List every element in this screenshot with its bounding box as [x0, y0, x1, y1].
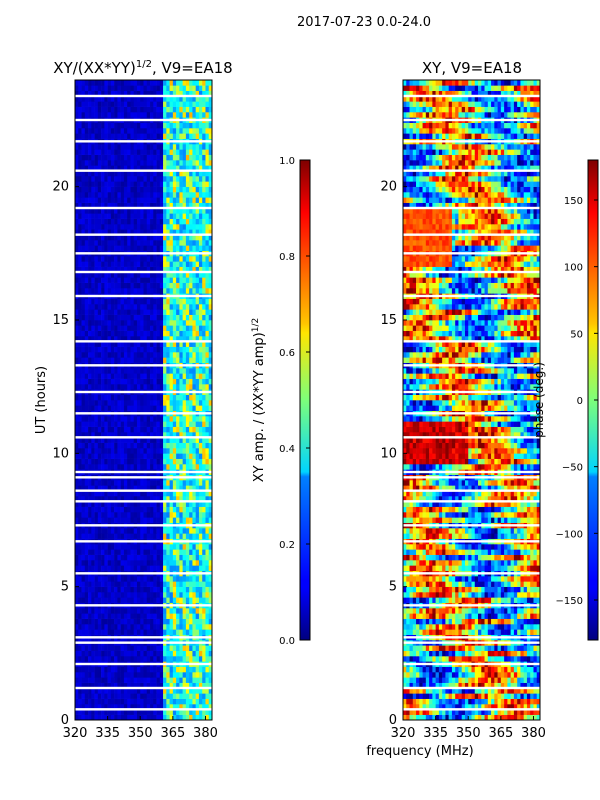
left-colorbar-ticks: 0.0 0.2 0.4 0.6 0.8 1.0 [279, 156, 310, 647]
colorbar-tick-label: 0 [577, 396, 583, 407]
right-colorbar: −150 −100 −50 0 50 100 150 phase (deg.) [532, 159, 599, 641]
right-heatmap [403, 80, 540, 720]
left-colorbar: 0.0 0.2 0.4 0.6 0.8 1.0 XY amp. / (XX*YY amp)… [251, 156, 311, 647]
right-colorbar-ticks: −150 −100 −50 0 50 100 150 [556, 196, 598, 607]
right-axes: 320 335 350 365 380 0 5 10 15 20 [380, 180, 545, 741]
colorbar-tick-label: 50 [570, 329, 583, 340]
colorbar-tick-label: 0.6 [279, 348, 295, 359]
x-tick-label: 320 [63, 726, 88, 741]
x-tick-label: 350 [128, 726, 153, 741]
colorbar-tick-label: 0.8 [279, 252, 295, 263]
y-tick-label: 20 [52, 180, 69, 195]
figure-title: 2017-07-23 0.0-24.0 [297, 15, 431, 30]
x-tick-label: 335 [95, 726, 120, 741]
left-ylabel: UT (hours) [34, 366, 49, 434]
right-chart-title: XY, V9=EA18 [422, 59, 522, 77]
left-chart: XY/(XX*YY)1/2, V9=EA18 320 335 350 365 380 0 5… [34, 59, 233, 741]
left-heatmap [75, 80, 212, 720]
right-plot-frame [402, 79, 541, 721]
y-tick-label: 5 [61, 580, 69, 595]
shared-xlabel: frequency (MHz) [366, 744, 473, 759]
y-tick-label: 15 [52, 313, 69, 328]
right-chart: XY, V9=EA18 320 335 350 365 380 0 5 10 15 20 [380, 59, 545, 741]
colorbar-tick-label: −150 [556, 596, 583, 607]
y-tick-label: 5 [389, 580, 397, 595]
right-colorbar-label: phase (deg.) [532, 362, 546, 438]
x-tick-label: 335 [423, 726, 448, 741]
x-tick-label: 380 [521, 726, 546, 741]
left-chart-title: XY/(XX*YY)1/2, V9=EA18 [53, 59, 232, 77]
colorbar-tick-label: 0.0 [279, 636, 295, 647]
colorbar-tick-label: −100 [556, 529, 583, 540]
x-tick-label: 365 [488, 726, 513, 741]
y-tick-label: 10 [380, 446, 397, 461]
x-tick-label: 365 [160, 726, 185, 741]
left-colorbar-gradient [299, 159, 311, 641]
x-tick-label: 350 [456, 726, 481, 741]
y-tick-label: 10 [52, 446, 69, 461]
left-colorbar-label: XY amp. / (XX*YY amp)1/2 [251, 318, 267, 482]
y-tick-label: 20 [380, 180, 397, 195]
x-tick-label: 320 [391, 726, 416, 741]
colorbar-tick-label: 0.4 [279, 444, 295, 455]
colorbar-tick-label: 150 [564, 196, 583, 207]
left-plot-frame [74, 79, 213, 721]
colorbar-tick-label: 100 [564, 263, 583, 274]
left-axes: 320 335 350 365 380 0 5 10 15 20 [52, 180, 217, 741]
y-tick-label: 0 [389, 713, 397, 728]
y-tick-label: 0 [61, 713, 69, 728]
colorbar-tick-label: −50 [562, 463, 583, 474]
y-tick-label: 15 [380, 313, 397, 328]
colorbar-tick-label: 0.2 [279, 540, 295, 551]
colorbar-tick-label: 1.0 [279, 156, 295, 167]
x-tick-label: 380 [193, 726, 218, 741]
